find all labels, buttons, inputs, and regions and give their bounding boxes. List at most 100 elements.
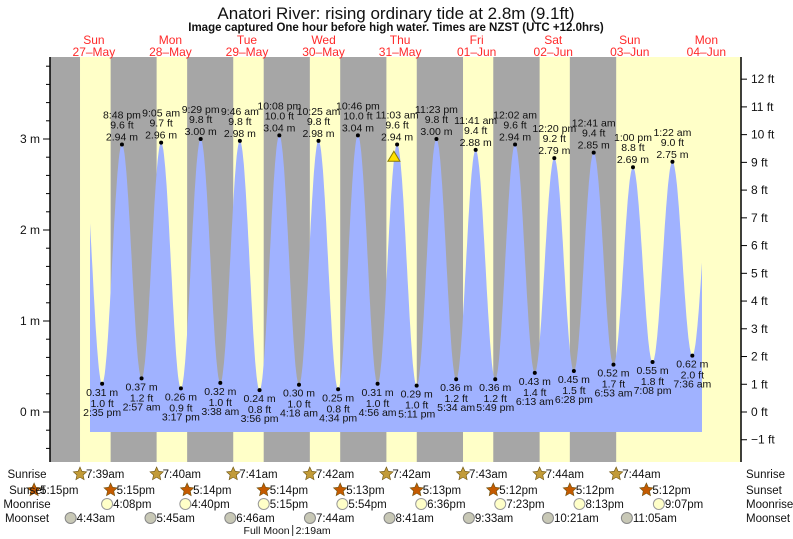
right-tick-label: 0 ft — [751, 405, 768, 419]
sunset-icon — [26, 482, 42, 497]
low-tide-m: 0.29 m — [401, 389, 433, 401]
low-tide-m: 0.30 m — [283, 388, 315, 400]
day-label-date: 02–Jun — [534, 45, 573, 59]
low-tide-time: 5:11 pm — [398, 409, 435, 421]
high-tide-point — [237, 138, 242, 143]
row-label-moonset-right: Moonset — [746, 513, 791, 525]
moonset-icon — [541, 512, 554, 524]
low-tide-point — [375, 381, 380, 386]
low-tide-time: 4:18 am — [280, 408, 318, 420]
moonrise-icon — [652, 498, 665, 510]
moonrise-time: 5:15pm — [270, 499, 308, 511]
high-tide-m: 2.75 m — [656, 149, 688, 161]
sunset-time: 5:12pm — [576, 485, 614, 497]
high-tide-point — [119, 142, 124, 147]
high-tide-m: 3.00 m — [420, 126, 452, 138]
moonrise-icon — [179, 498, 192, 510]
sunrise-icon — [532, 466, 547, 481]
high-tide-time: 12:20 pm — [532, 123, 576, 135]
low-tide-ft: 1.8 ft — [641, 376, 664, 388]
right-tick-label: 4 ft — [751, 294, 768, 308]
day-label-date: 31–May — [379, 45, 422, 59]
low-tide-ft: 1.7 ft — [602, 379, 625, 391]
sunrise-icon — [225, 466, 241, 481]
moonset-time: 9:33am — [475, 513, 513, 525]
low-tide-m: 0.26 m — [165, 391, 197, 403]
high-tide-point — [473, 147, 478, 152]
right-tick-label: −1 ft — [751, 433, 775, 447]
high-tide-ft: 8.8 ft — [621, 142, 644, 154]
high-tide-point — [630, 165, 635, 170]
sunrise-icon — [608, 466, 624, 481]
moonset-icon — [224, 512, 237, 524]
high-tide-time: 12:41 am — [572, 118, 616, 130]
high-tide-time: 12:02 am — [493, 109, 537, 121]
high-tide-m: 2.98 m — [302, 128, 334, 140]
day-label-dow: Sun — [83, 33, 104, 47]
high-tide-time: 11:23 pm — [415, 104, 458, 116]
high-tide-ft: 10.0 ft — [265, 110, 294, 122]
low-tide-point — [493, 377, 498, 382]
high-tide-point — [355, 133, 360, 138]
high-tide-ft: 9.4 ft — [464, 125, 487, 137]
high-tide-time: 10:08 pm — [257, 100, 301, 112]
low-tide-point — [336, 387, 341, 392]
sunset-time: 5:15pm — [117, 485, 155, 497]
low-tide-point — [532, 370, 537, 375]
day-label-dow: Tue — [237, 33, 258, 47]
moonset-time: 6:46am — [236, 513, 274, 525]
high-tide-time: 10:46 pm — [336, 100, 380, 112]
left-tick-label: 2 m — [20, 223, 40, 237]
high-tide-m: 2.85 m — [578, 140, 610, 152]
day-label-date: 27–May — [73, 45, 116, 59]
day-label-date: 03–Jun — [610, 45, 649, 59]
right-tick-label: 1 ft — [751, 377, 768, 391]
low-tide-time: 7:36 am — [673, 379, 711, 391]
left-tick-label: 3 m — [20, 132, 40, 146]
high-tide-point — [434, 137, 439, 141]
moonrise-time: 4:40pm — [191, 499, 229, 511]
moonrise-time: 9:07pm — [665, 499, 703, 511]
high-tide-m: 3.00 m — [185, 126, 217, 138]
right-tick-label: 7 ft — [751, 211, 768, 225]
moonrise-time: 8:13pm — [585, 499, 623, 511]
moonrise-time: 4:08pm — [113, 499, 151, 511]
right-tick-label: 5 ft — [751, 266, 768, 280]
high-tide-time: 1:22 am — [653, 127, 691, 139]
sunrise-time: 7:40am — [163, 469, 201, 481]
high-tide-ft: 9.2 ft — [543, 133, 566, 145]
sunset-time: 5:15pm — [40, 485, 78, 497]
high-tide-time: 1:00 pm — [614, 132, 652, 144]
high-tide-ft: 9.6 ft — [110, 119, 133, 131]
moonset-icon — [462, 512, 475, 524]
low-tide-ft: 1.5 ft — [562, 385, 585, 397]
low-tide-ft: 0.8 ft — [326, 403, 349, 415]
right-tick-label: 2 ft — [751, 350, 768, 364]
low-tide-point — [571, 369, 576, 374]
moon-phase-label: Full Moon — [244, 525, 290, 537]
high-tide-m: 2.69 m — [617, 154, 649, 166]
low-tide-ft: 1.0 ft — [209, 397, 232, 409]
low-tide-ft: 0.8 ft — [248, 404, 271, 416]
low-tide-point — [218, 380, 223, 385]
low-tide-point — [690, 353, 695, 358]
low-tide-m: 0.24 m — [243, 393, 275, 405]
sunrise-time: 7:42am — [392, 469, 430, 481]
day-label-date: 28–May — [149, 45, 192, 59]
high-tide-point — [591, 150, 596, 155]
left-tick-label: 1 m — [20, 314, 40, 328]
high-tide-ft: 9.7 ft — [149, 118, 172, 130]
high-tide-point — [552, 156, 557, 161]
current-tide-marker-icon — [387, 150, 401, 162]
day-label-dow: Sun — [619, 33, 640, 47]
low-tide-m: 0.43 m — [519, 376, 551, 388]
low-tide-m: 0.55 m — [637, 365, 669, 377]
low-tide-ft: 1.0 ft — [405, 400, 428, 412]
low-tide-time: 5:34 am — [437, 402, 475, 414]
night-band — [50, 57, 81, 462]
high-tide-m: 3.04 m — [263, 122, 295, 134]
row-label-moonrise-right: Moonrise — [746, 499, 793, 511]
low-tide-ft: 1.2 ft — [444, 393, 467, 405]
moonset-time: 11:05am — [633, 513, 677, 525]
